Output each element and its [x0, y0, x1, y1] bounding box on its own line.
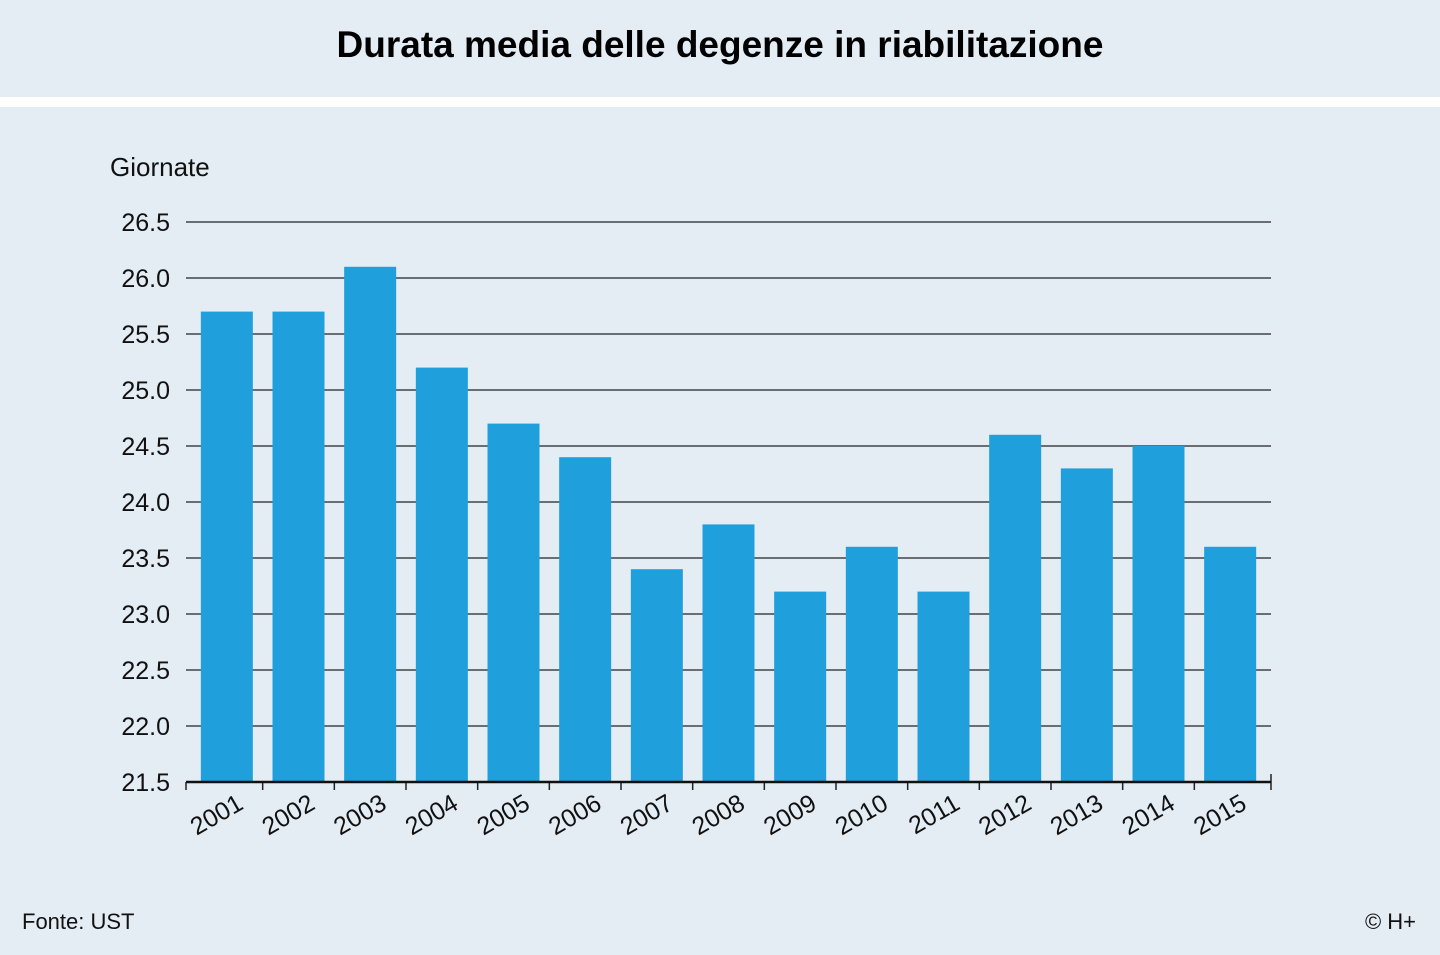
- bar-2002: [272, 311, 325, 782]
- x-tick-label: 2005: [472, 789, 534, 841]
- y-tick-label: 26.5: [121, 209, 170, 237]
- x-tick-label: 2015: [1189, 789, 1251, 841]
- x-tick-label: 2004: [401, 789, 463, 841]
- y-tick-label: 26.0: [121, 265, 170, 293]
- x-tick-label: 2014: [1117, 789, 1179, 841]
- x-tick-label: 2010: [831, 789, 893, 841]
- bar-2009: [774, 591, 827, 782]
- y-tick-label: 23.0: [121, 601, 170, 629]
- bar-2013: [1060, 468, 1113, 782]
- x-tick-label: 2007: [616, 789, 678, 841]
- x-tick-label: 2008: [687, 789, 749, 841]
- bar-2014: [1132, 446, 1185, 782]
- x-tick-label: 2002: [257, 789, 319, 841]
- x-tick-label: 2011: [904, 789, 965, 840]
- bar-2006: [559, 457, 612, 782]
- x-tick-label: 2009: [759, 789, 821, 841]
- y-tick-label: 25.5: [121, 321, 170, 349]
- y-tick-label: 24.5: [121, 433, 170, 461]
- bar-2001: [200, 311, 253, 782]
- y-axis-label: Giornate: [110, 152, 210, 182]
- source-note: Fonte: UST: [22, 909, 135, 934]
- x-tick-label: 2003: [329, 789, 391, 841]
- bar-2015: [1204, 546, 1257, 782]
- bar-2010: [845, 546, 898, 782]
- x-tick-label: 2013: [1046, 789, 1108, 841]
- bar-2011: [917, 591, 970, 782]
- chart-title: Durata media delle degenze in riabilitaz…: [336, 24, 1104, 65]
- x-tick-label: 2001: [186, 789, 248, 841]
- copyright-note: © H+: [1364, 909, 1416, 934]
- x-tick-label: 2012: [974, 789, 1036, 841]
- y-tick-label: 25.0: [121, 377, 170, 405]
- y-tick-label: 24.0: [121, 489, 170, 517]
- y-tick-label: 21.5: [121, 769, 170, 797]
- y-tick-label: 23.5: [121, 545, 170, 573]
- y-tick-label: 22.5: [121, 657, 170, 685]
- x-tick-label: 2006: [544, 789, 606, 841]
- bar-2008: [702, 524, 755, 782]
- bar-2004: [415, 367, 468, 782]
- bar-2003: [344, 266, 397, 782]
- bar-2012: [989, 434, 1042, 782]
- y-tick-label: 22.0: [121, 713, 170, 741]
- bar-2007: [630, 569, 683, 782]
- title-band: [0, 0, 1440, 97]
- bar-2005: [487, 423, 540, 782]
